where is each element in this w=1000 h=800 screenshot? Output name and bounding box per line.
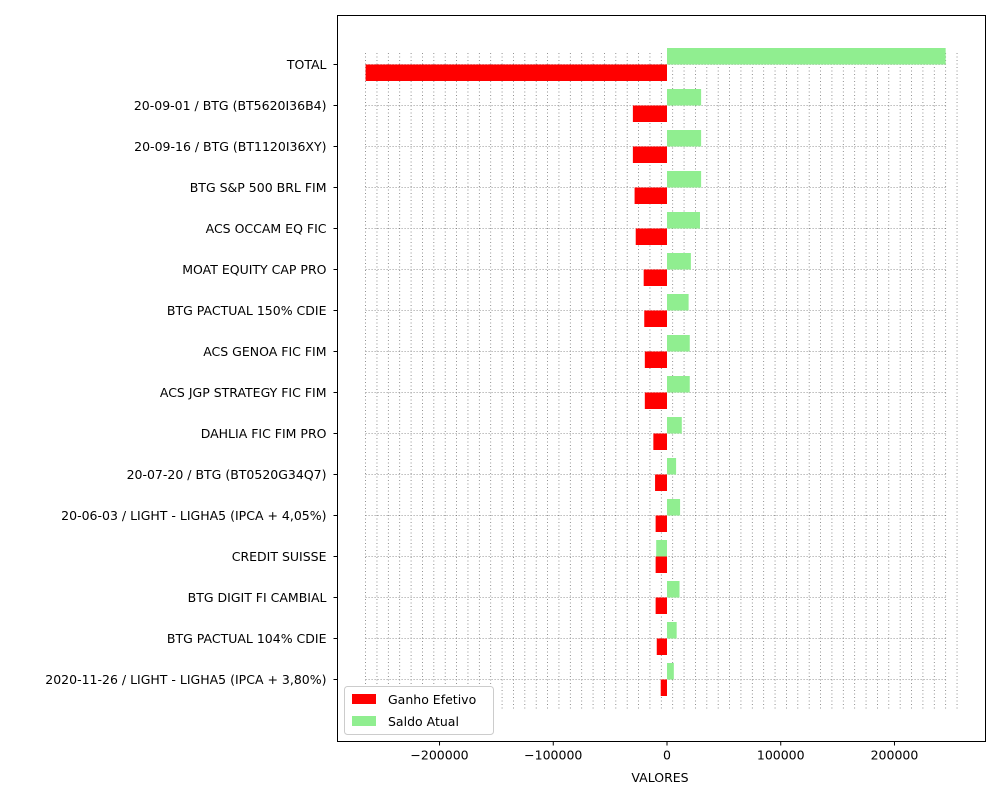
bar-ganho-efetivo bbox=[644, 351, 667, 368]
x-tick-label: 0 bbox=[663, 748, 671, 763]
y-tick-label: CREDIT SUISSE bbox=[232, 549, 327, 564]
legend-label-ganho-efetivo: Ganho Efetivo bbox=[388, 692, 476, 707]
bar-ganho-efetivo bbox=[644, 392, 667, 409]
legend-label-saldo-atual: Saldo Atual bbox=[388, 714, 459, 729]
plot-frame bbox=[337, 15, 986, 742]
bar-saldo-atual bbox=[667, 294, 689, 311]
bar-saldo-atual bbox=[667, 89, 702, 106]
legend-frame bbox=[344, 686, 494, 735]
bar-saldo-atual bbox=[667, 171, 702, 188]
grid-lines bbox=[365, 53, 958, 710]
y-tick-label: TOTAL bbox=[286, 57, 327, 72]
x-tick-label: −100000 bbox=[524, 748, 582, 763]
x-tick-label: −200000 bbox=[410, 748, 468, 763]
y-tick-label: MOAT EQUITY CAP PRO bbox=[182, 262, 326, 277]
y-tick-label: 20-07-20 / BTG (BT0520G34Q7) bbox=[127, 467, 327, 482]
x-tick-label: 200000 bbox=[871, 748, 919, 763]
legend: Ganho Efetivo Saldo Atual bbox=[344, 686, 494, 735]
bar-ganho-efetivo bbox=[632, 105, 667, 122]
bar-saldo-atual bbox=[667, 212, 700, 229]
y-tick-label: ACS JGP STRATEGY FIC FIM bbox=[160, 385, 327, 400]
bar-saldo-atual bbox=[667, 130, 702, 147]
x-axis-ticks: −200000 −100000 0 100000 200000 bbox=[410, 741, 919, 763]
bar-saldo-atual bbox=[667, 335, 690, 352]
bar-saldo-atual bbox=[667, 253, 691, 270]
y-tick-label: BTG PACTUAL 104% CDIE bbox=[167, 631, 327, 646]
bar-ganho-efetivo bbox=[632, 146, 667, 163]
y-tick-label: 20-06-03 / LIGHT - LIGHA5 (IPCA + 4,05%) bbox=[61, 508, 326, 523]
bar-saldo-atual bbox=[667, 417, 682, 434]
bar-ganho-efetivo bbox=[644, 310, 667, 327]
y-tick-label: DAHLIA FIC FIM PRO bbox=[201, 426, 327, 441]
bar-ganho-efetivo bbox=[660, 679, 667, 696]
bar-saldo-atual bbox=[667, 458, 677, 475]
y-tick-label: ACS GENOA FIC FIM bbox=[203, 344, 326, 359]
legend-swatch-saldo-atual bbox=[352, 716, 376, 726]
y-tick-label: BTG DIGIT FI CAMBIAL bbox=[188, 590, 327, 605]
y-tick-label: 20-09-16 / BTG (BT1120I36XY) bbox=[134, 139, 326, 154]
bar-saldo-atual bbox=[667, 581, 680, 598]
legend-swatch-ganho-efetivo bbox=[352, 694, 376, 704]
bar-saldo-atual bbox=[667, 663, 674, 680]
bar-ganho-efetivo bbox=[655, 597, 667, 614]
bar-saldo-atual bbox=[667, 622, 677, 639]
bar-ganho-efetivo bbox=[653, 433, 667, 450]
bar-ganho-efetivo bbox=[634, 187, 667, 204]
bar-saldo-atual bbox=[656, 540, 667, 557]
bar-ganho-efetivo bbox=[656, 638, 667, 655]
y-axis-ticks: TOTAL 20-09-01 / BTG (BT5620I36B4) 20-09-1… bbox=[45, 57, 338, 687]
bar-ganho-efetivo bbox=[655, 556, 667, 573]
bar-saldo-atual bbox=[667, 499, 681, 516]
x-tick-label: 100000 bbox=[757, 748, 805, 763]
bar-ganho-efetivo bbox=[643, 269, 667, 286]
y-tick-label: 20-09-01 / BTG (BT5620I36B4) bbox=[134, 98, 327, 113]
y-tick-label: BTG PACTUAL 150% CDIE bbox=[167, 303, 327, 318]
x-axis-title: VALORES bbox=[631, 770, 688, 785]
bars bbox=[365, 48, 946, 696]
y-tick-label: 2020-11-26 / LIGHT - LIGHA5 (IPCA + 3,80… bbox=[45, 672, 326, 687]
y-tick-label: ACS OCCAM EQ FIC bbox=[206, 221, 327, 236]
bar-ganho-efetivo bbox=[655, 474, 667, 491]
y-tick-label: BTG S&P 500 BRL FIM bbox=[190, 180, 327, 195]
bar-saldo-atual bbox=[667, 376, 690, 393]
bar-saldo-atual bbox=[667, 48, 946, 65]
bar-ganho-efetivo bbox=[365, 64, 667, 81]
bar-ganho-efetivo bbox=[635, 228, 667, 245]
bar-ganho-efetivo bbox=[655, 515, 667, 532]
